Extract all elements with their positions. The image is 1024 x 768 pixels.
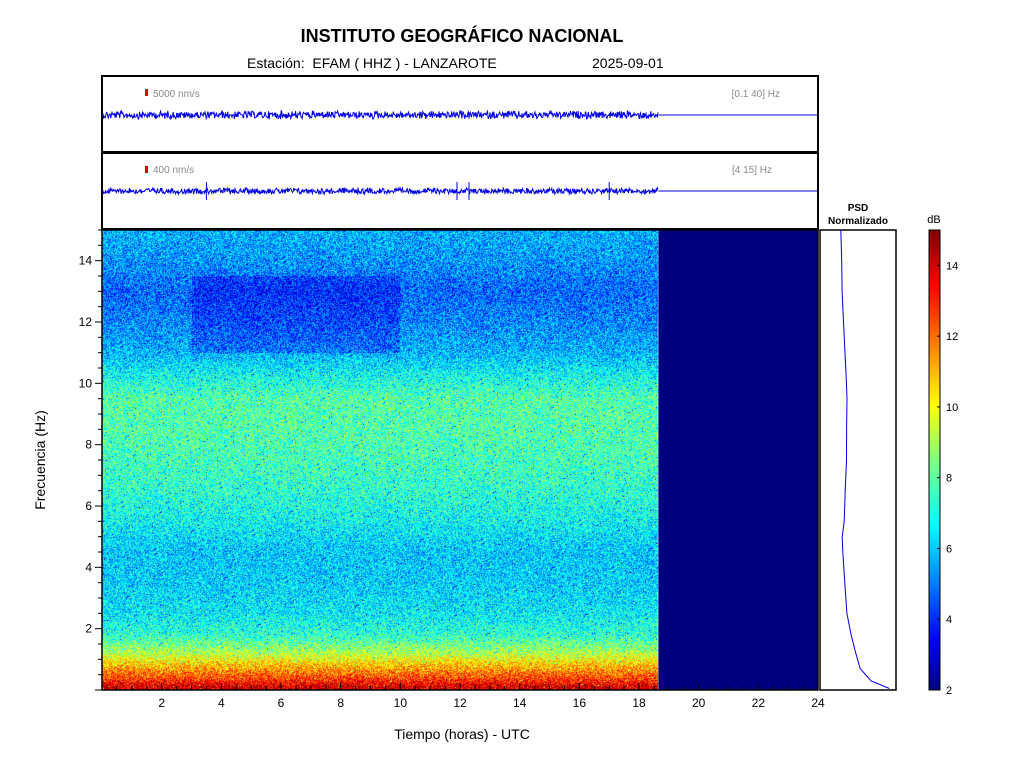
x-tick-label: 24 bbox=[811, 696, 825, 710]
x-tick-label: 8 bbox=[337, 696, 344, 710]
seismogram-filtered-panel: 400 nm/s [4 15] Hz bbox=[101, 152, 819, 230]
psd-curve bbox=[840, 229, 890, 689]
y-tick-label: 4 bbox=[85, 560, 92, 574]
seismogram-trace bbox=[102, 109, 659, 121]
colorbar-tick-label: 10 bbox=[946, 402, 958, 414]
x-tick-label: 4 bbox=[218, 696, 225, 710]
x-tick-label: 2 bbox=[158, 696, 165, 710]
colorbar-unit: dB bbox=[927, 214, 940, 226]
y-tick-label: 12 bbox=[79, 315, 93, 329]
scale-marker bbox=[145, 166, 148, 173]
colorbar-tick-label: 12 bbox=[946, 331, 958, 343]
colorbar-tick-label: 6 bbox=[946, 543, 952, 555]
y-tick-label: 14 bbox=[79, 254, 93, 268]
y-tick-label: 10 bbox=[79, 376, 93, 390]
x-tick-label: 12 bbox=[453, 696, 467, 710]
scale-label: 5000 nm/s bbox=[153, 89, 200, 100]
x-tick-label: 22 bbox=[752, 696, 766, 710]
no-data-region bbox=[658, 230, 818, 690]
y-axis-title: Frecuencia (Hz) bbox=[32, 410, 48, 510]
panel-frame bbox=[101, 75, 819, 153]
psd-frame bbox=[819, 229, 897, 691]
x-tick-label: 18 bbox=[632, 696, 646, 710]
y-axis: 2 4 6 8 10 12 14 bbox=[79, 229, 102, 691]
x-tick-label: 10 bbox=[394, 696, 408, 710]
scale-label: 400 nm/s bbox=[153, 165, 194, 176]
date-label: 2025-09-01 bbox=[592, 55, 664, 71]
y-tick-label: 8 bbox=[85, 438, 92, 452]
psd-panel: PSD Normalizado bbox=[819, 203, 897, 691]
x-axis-title: Tiempo (horas) - UTC bbox=[394, 726, 530, 742]
colorbar-tick-label: 8 bbox=[946, 473, 952, 485]
colorbar-gradient bbox=[928, 229, 941, 691]
colorbar: dB 2 4 6 8 10 12 14 bbox=[927, 214, 958, 697]
x-tick-label: 16 bbox=[573, 696, 587, 710]
y-tick-label: 2 bbox=[85, 622, 92, 636]
x-tick-label: 14 bbox=[513, 696, 527, 710]
colorbar-tick-label: 4 bbox=[946, 614, 952, 626]
x-tick-label: 20 bbox=[692, 696, 706, 710]
filter-label: [0.1 40] Hz bbox=[732, 89, 780, 100]
seismogram-trace bbox=[102, 182, 659, 200]
colorbar-tick-label: 14 bbox=[946, 260, 958, 272]
y-tick-label: 6 bbox=[85, 499, 92, 513]
filter-label: [4 15] Hz bbox=[732, 165, 772, 176]
scale-marker bbox=[145, 89, 148, 96]
seismogram-broadband-panel: 5000 nm/s [0.1 40] Hz bbox=[101, 75, 819, 153]
page-title: INSTITUTO GEOGRÁFICO NACIONAL bbox=[300, 26, 624, 46]
colorbar-ticks: 2 4 6 8 10 12 14 bbox=[937, 260, 958, 697]
station-label: Estación: EFAM ( HHZ ) - LANZAROTE bbox=[247, 55, 497, 71]
x-tick-label: 6 bbox=[278, 696, 285, 710]
psd-title-line2: Normalizado bbox=[828, 216, 888, 227]
x-axis: 2 4 6 8 10 12 14 16 18 20 22 24 bbox=[101, 683, 825, 710]
colorbar-tick-label: 2 bbox=[946, 685, 952, 697]
psd-title-line1: PSD bbox=[848, 203, 869, 214]
